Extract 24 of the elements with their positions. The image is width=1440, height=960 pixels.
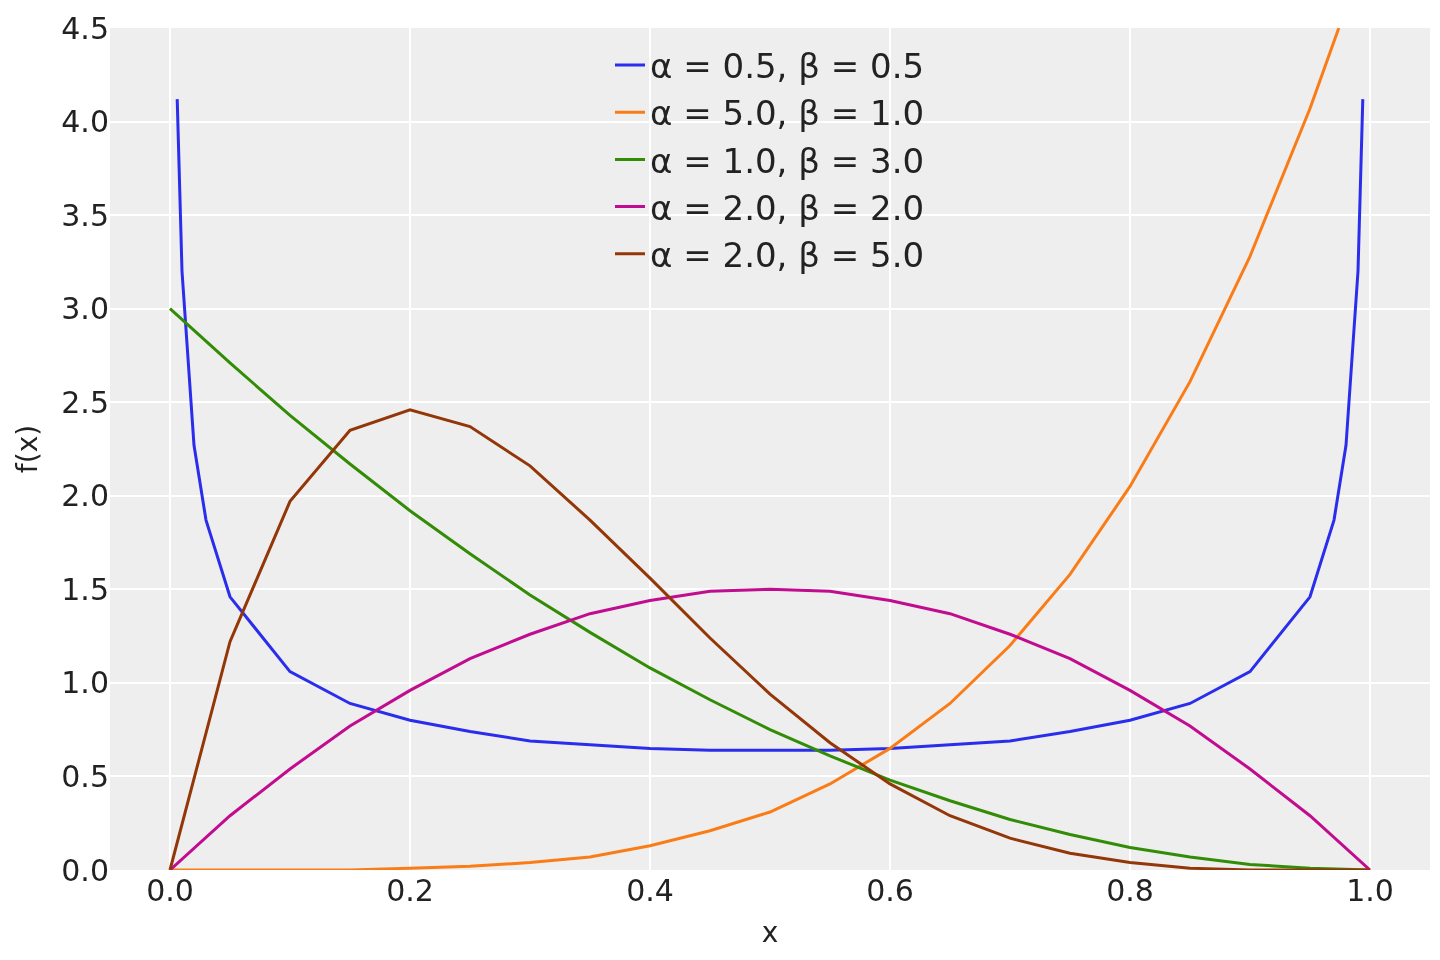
y-tick-label: 2.5 bbox=[61, 384, 109, 420]
y-tick-label: 2.0 bbox=[61, 478, 109, 514]
line-series bbox=[168, 408, 1372, 870]
y-tick-label: 3.5 bbox=[61, 197, 109, 233]
legend-label: α = 1.0, β = 3.0 bbox=[650, 140, 925, 181]
x-tick-label: 0.6 bbox=[866, 873, 914, 908]
y-tick-label: 1.0 bbox=[61, 665, 109, 701]
x-axis-title: x bbox=[761, 916, 779, 950]
legend-label: α = 5.0, β = 1.0 bbox=[650, 93, 925, 134]
y-axis-title: f(x) bbox=[10, 424, 44, 474]
legend-label: α = 2.0, β = 2.0 bbox=[650, 187, 925, 228]
y-tick-label: 4.5 bbox=[61, 10, 109, 46]
y-tick-label: 4.0 bbox=[61, 104, 109, 140]
legend-label: α = 2.0, β = 5.0 bbox=[650, 235, 925, 276]
y-tick-label: 3.0 bbox=[61, 291, 109, 327]
x-tick-label: 0.8 bbox=[1106, 873, 1154, 908]
line-series bbox=[175, 97, 1365, 752]
legend-label: α = 0.5, β = 0.5 bbox=[650, 46, 925, 87]
x-tick-label: 1.0 bbox=[1346, 873, 1394, 908]
y-tick-label: 1.5 bbox=[61, 571, 109, 607]
x-tick-label: 0.2 bbox=[386, 873, 434, 908]
x-tick-label: 0.4 bbox=[626, 873, 674, 908]
x-tick-label: 0.0 bbox=[146, 873, 194, 908]
y-tick-label: 0.5 bbox=[61, 758, 109, 794]
